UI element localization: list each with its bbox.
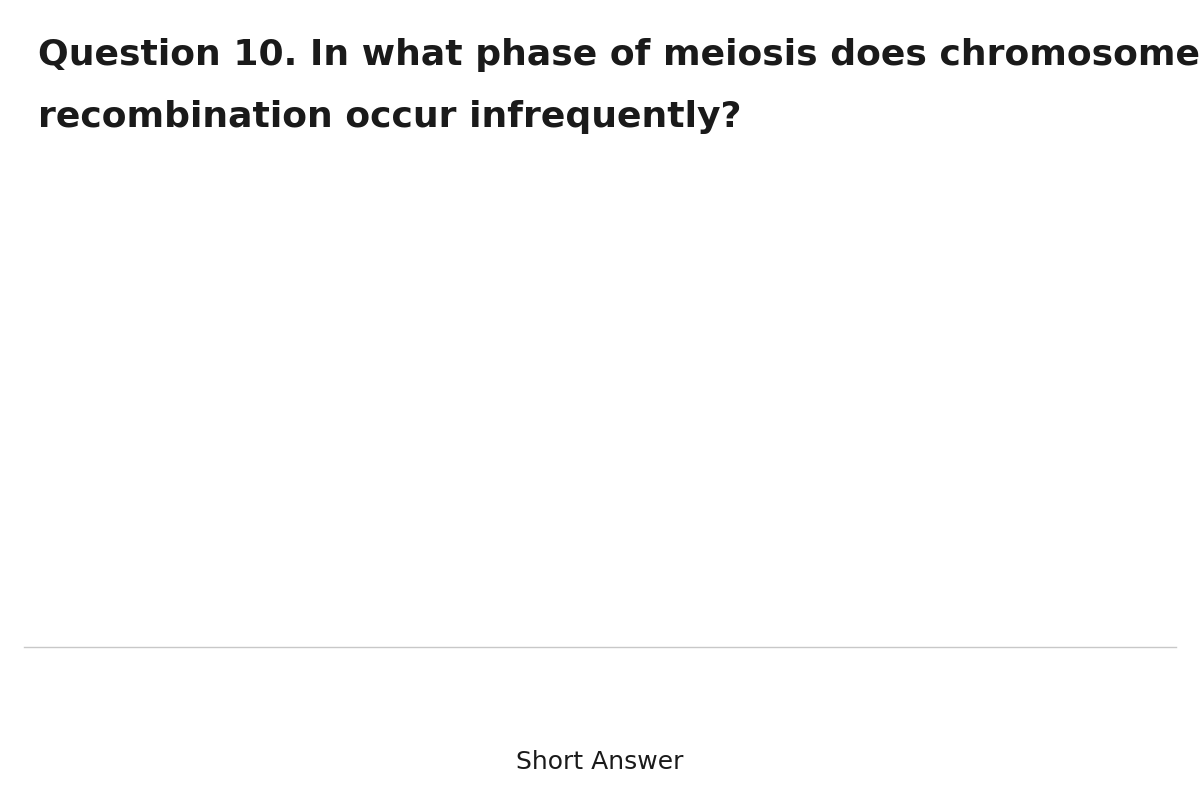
Text: recombination occur infrequently?: recombination occur infrequently? — [38, 100, 742, 134]
Text: Short Answer: Short Answer — [516, 749, 684, 773]
Text: Question 10. In what phase of meiosis does chromosome: Question 10. In what phase of meiosis do… — [38, 38, 1200, 72]
